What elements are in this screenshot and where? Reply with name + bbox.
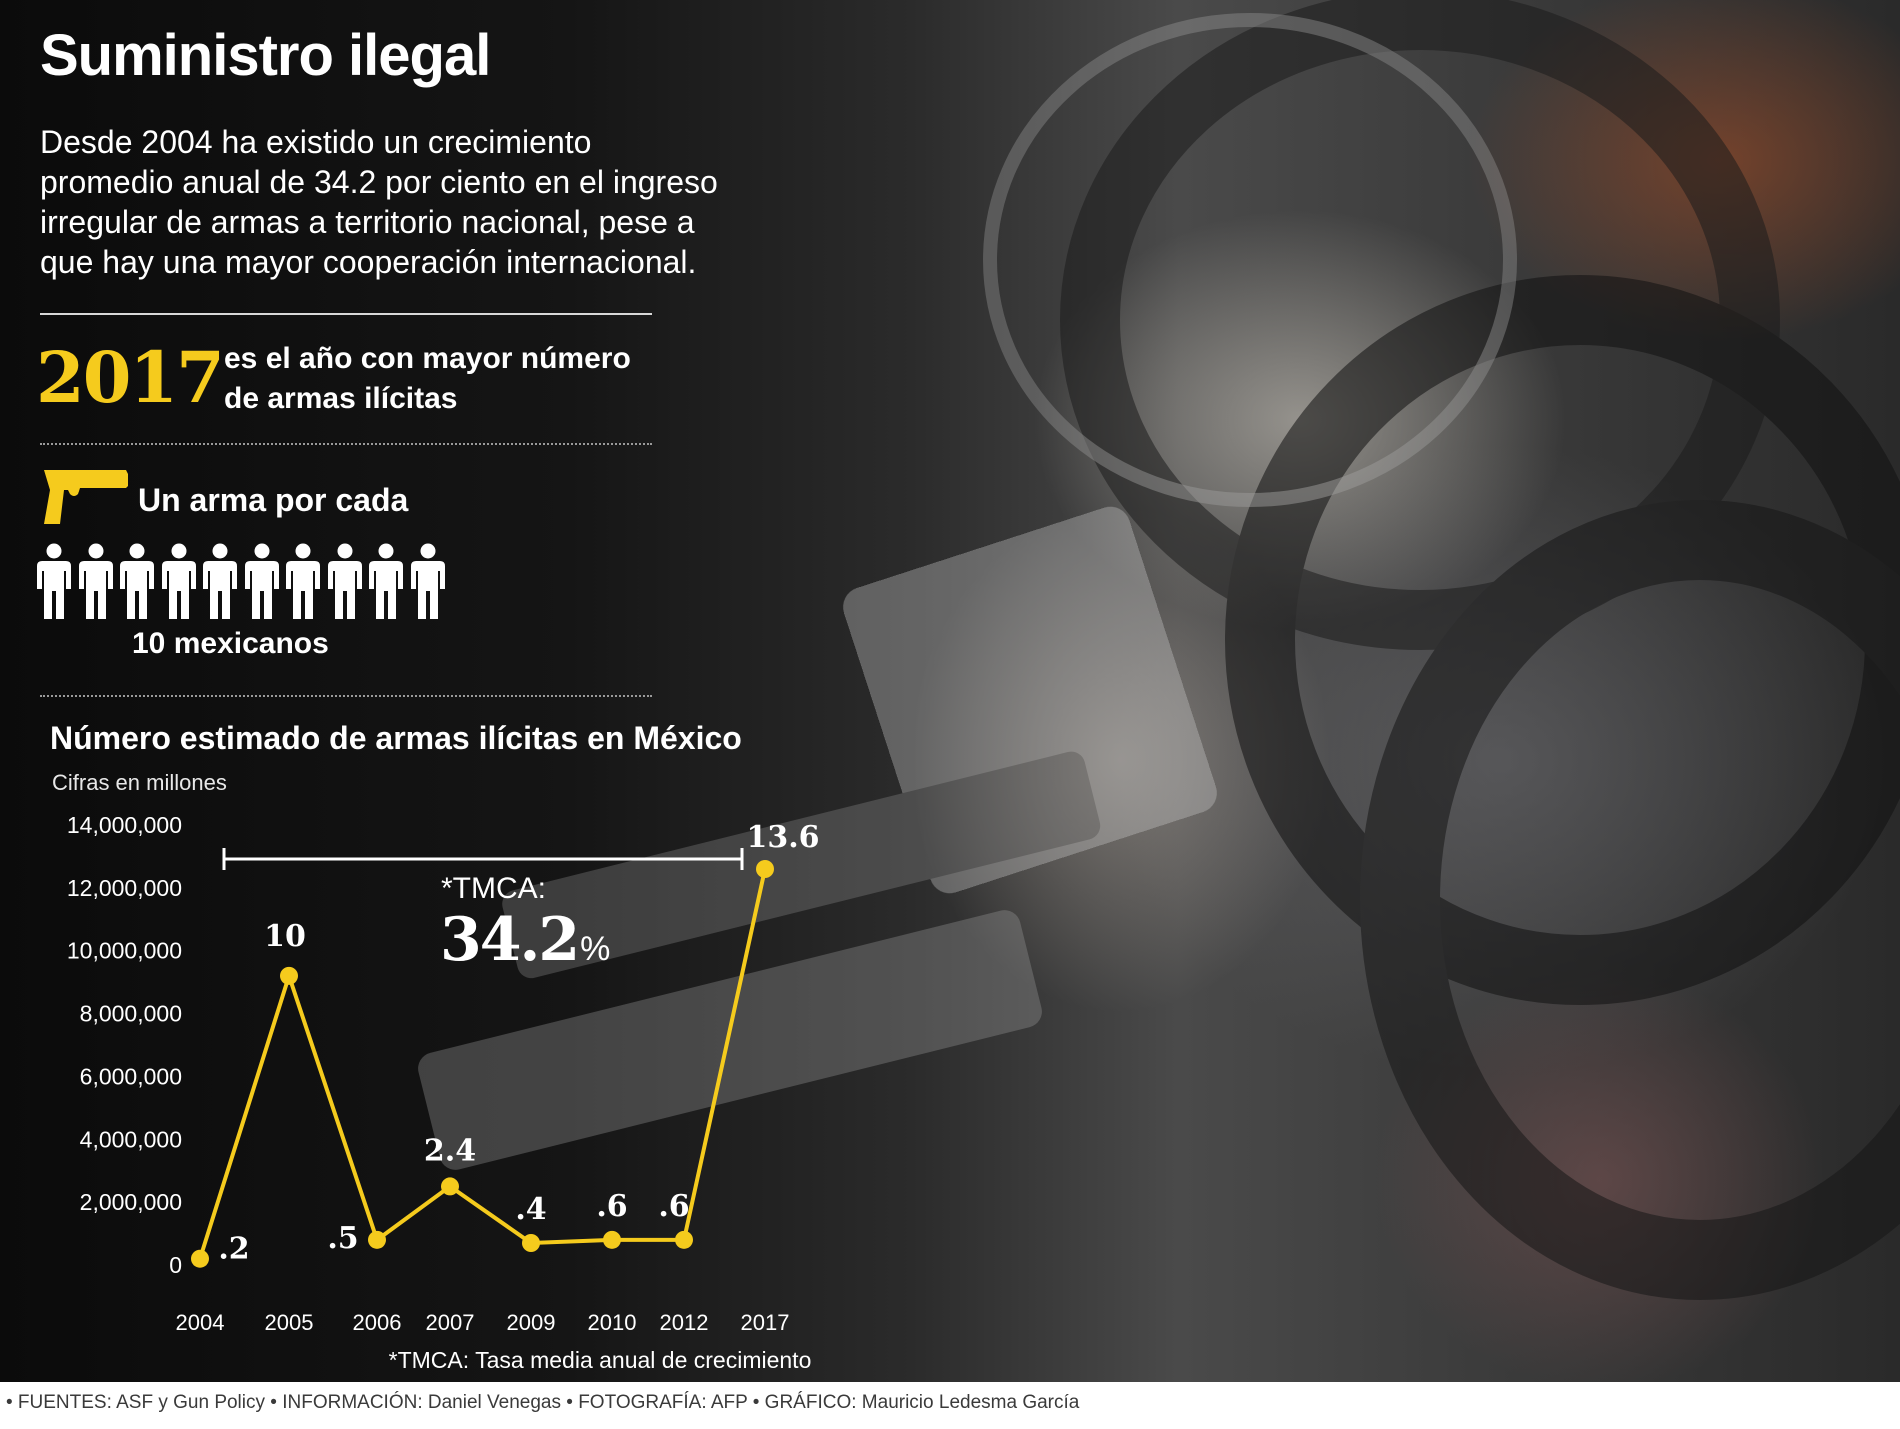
dotted-divider [40, 443, 652, 445]
line-chart: 0 2,000,000 4,000,000 6,000,000 8,000,000 10,… [67, 812, 819, 1373]
x-tick-label: 2007 [426, 1310, 475, 1335]
x-tick-label: 2012 [660, 1310, 709, 1335]
person-icon [78, 543, 113, 619]
page-title: Suministro ilegal [40, 23, 491, 88]
data-label: .2 [218, 1232, 249, 1267]
x-tick-label: 2006 [353, 1310, 402, 1335]
highlight-line-2: de armas ilícitas [224, 382, 458, 415]
credit-item: • FUENTES: ASF y Gun Policy [6, 1392, 271, 1413]
credit-item: • GRÁFICO: Mauricio Ledesma García [752, 1392, 1080, 1413]
person-icon [244, 543, 279, 619]
data-label: 2.4 [424, 1133, 476, 1168]
data-point [522, 1234, 540, 1252]
tmca-unit: % [580, 930, 610, 968]
dotted-divider [40, 695, 652, 697]
data-label: 10 [264, 919, 306, 954]
x-tick-label: 2009 [507, 1310, 556, 1335]
person-icon [410, 543, 445, 619]
highlight-year: 2017 [36, 336, 225, 419]
y-tick-label: 8,000,000 [80, 1001, 182, 1027]
intro-line-2: promedio anual de 34.2 por ciento en el … [40, 164, 718, 200]
section-divider [40, 313, 652, 315]
intro-line-1: Desde 2004 ha existido un crecimiento [40, 124, 592, 160]
data-point [603, 1230, 621, 1249]
data-label: .5 [327, 1221, 358, 1256]
y-tick-label: 12,000,000 [67, 875, 182, 901]
chart-footnote: *TMCA: Tasa media anual de crecimiento [389, 1347, 812, 1373]
highlight-line-1: es el año con mayor número [224, 342, 631, 375]
infographic-panel: Suministro ilegal Desde 2004 ha existido… [0, 0, 1900, 1382]
data-label: 13.6 [746, 820, 819, 855]
data-label: .4 [515, 1192, 546, 1227]
y-tick-label: 6,000,000 [80, 1063, 182, 1089]
tmca-number: 34.2 [440, 905, 578, 975]
intro-line-4: que hay una mayor cooperación internacio… [40, 244, 697, 280]
data-point [675, 1230, 693, 1249]
person-icon [327, 543, 362, 619]
tmca-label: *TMCA: [441, 872, 546, 905]
x-tick-label: 2004 [176, 1310, 225, 1335]
person-icon [120, 543, 154, 619]
y-tick-label: 0 [169, 1252, 182, 1278]
data-point [191, 1249, 209, 1268]
y-tick-label: 2,000,000 [80, 1189, 182, 1215]
data-label: .6 [658, 1189, 689, 1224]
person-icon [161, 543, 196, 619]
credit-item: • INFORMACIÓN: Daniel Venegas [270, 1392, 567, 1413]
credits-footer: • FUENTES: ASF y Gun Policy • INFORMACIÓ… [6, 1392, 1079, 1414]
data-point [441, 1177, 459, 1196]
x-tick-label: 2005 [265, 1310, 314, 1335]
x-tick-label: 2017 [741, 1310, 790, 1335]
y-tick-label: 10,000,000 [67, 938, 182, 964]
person-icon [369, 543, 403, 619]
data-point [756, 860, 774, 878]
y-tick-label: 14,000,000 [67, 812, 182, 838]
x-tick-label: 2010 [588, 1310, 637, 1335]
ratio-label: Un arma por cada [138, 482, 409, 518]
ratio-people-label: 10 mexicanos [132, 627, 329, 660]
tmca-value: 34.2% [440, 905, 610, 975]
person-icon [203, 543, 237, 619]
intro-line-3: irregular de armas a territorio nacional… [40, 204, 695, 240]
data-point [368, 1230, 386, 1249]
credit-item: • FOTOGRAFÍA: AFP [566, 1392, 753, 1413]
y-tick-label: 4,000,000 [80, 1126, 182, 1152]
person-icon [37, 543, 71, 619]
chart-subtitle: Cifras en millones [52, 770, 227, 795]
person-icon [286, 543, 320, 619]
chart-title: Número estimado de armas ilícitas en Méx… [50, 720, 742, 756]
data-point [280, 966, 298, 985]
data-label: .6 [596, 1189, 627, 1224]
series-line [198, 868, 767, 1260]
